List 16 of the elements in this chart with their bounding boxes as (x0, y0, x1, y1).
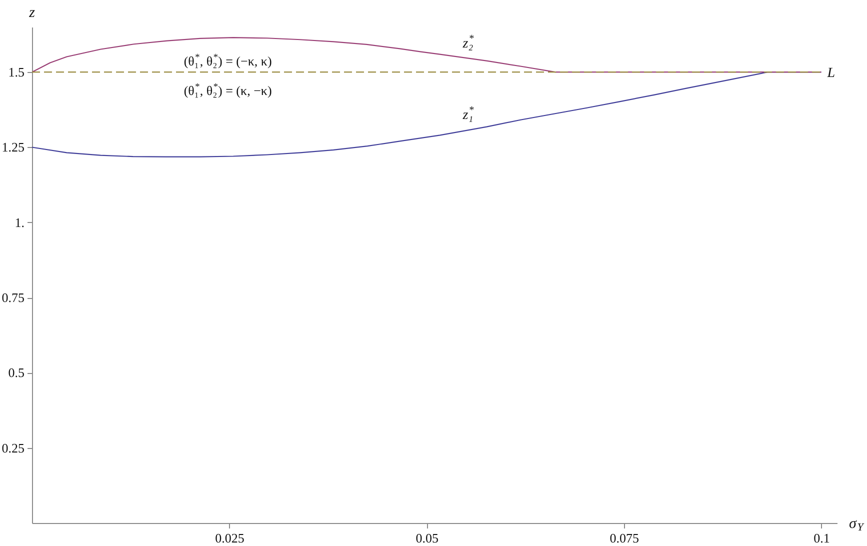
x-tick-label: 0.025 (215, 530, 244, 546)
y-axis-title: z (28, 5, 36, 21)
x-tick-label: 0.075 (610, 530, 640, 546)
y-tick-label: 0.25 (2, 440, 24, 456)
y-tick-label: 0.5 (8, 365, 24, 380)
series-label: z₂* (462, 33, 475, 52)
annotation: (θ₁*, θ₂*) = (−κ, κ) (184, 53, 272, 69)
y-tick-label: 1.5 (8, 64, 24, 80)
y-tick-label: 1.25 (2, 140, 24, 155)
x-tick-label: 0.1 (814, 530, 830, 546)
series-label: z₁* (462, 105, 475, 124)
y-tick-label: 1. (14, 214, 24, 230)
x-tick-label: 0.05 (416, 530, 438, 546)
y-tick-label: 0.75 (2, 290, 24, 306)
series-label: L (826, 66, 836, 82)
annotation: (θ₁*, θ₂*) = (κ, −κ) (184, 82, 272, 98)
